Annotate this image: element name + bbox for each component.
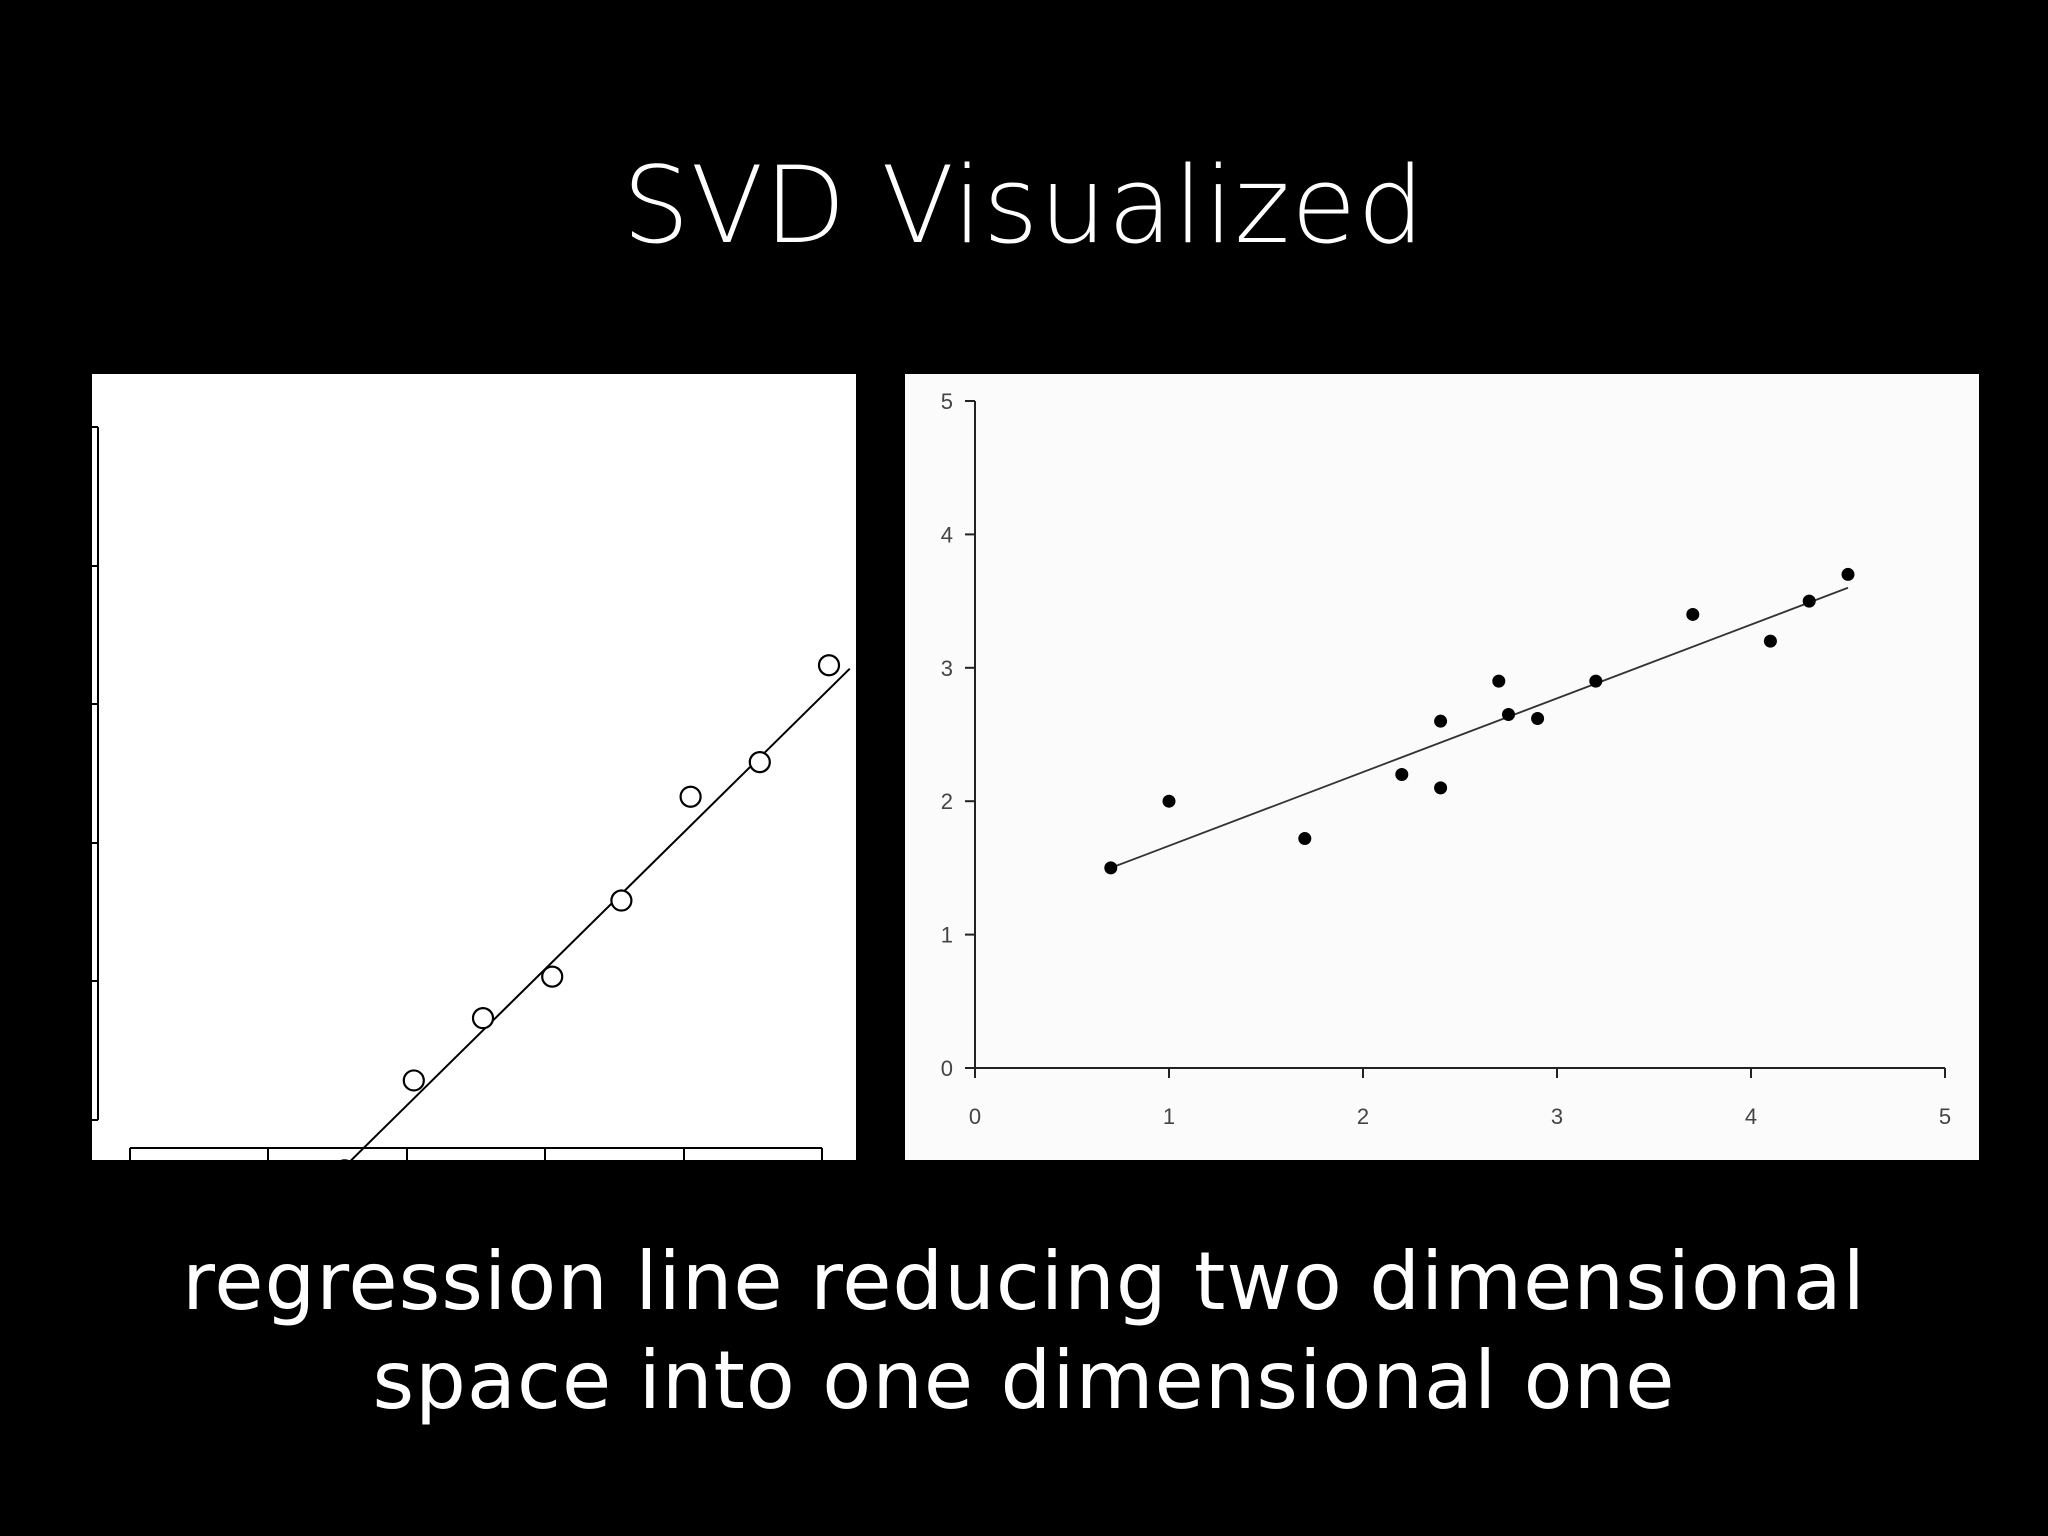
x-tick-label-3: 3 [1551, 1104, 1563, 1129]
y-tick-label-0: 0 [941, 1056, 953, 1081]
caption-line-2: space into one dimensional one [372, 1334, 1676, 1428]
data-point-11 [1763, 634, 1777, 648]
regression-chart-right-svg: 0 1 2 3 4 5 0 1 2 3 4 5 [941, 389, 1951, 1129]
data-point-5 [1434, 714, 1448, 728]
data-point-1 [1162, 794, 1176, 808]
y-tick-label-5: 5 [941, 389, 953, 414]
regression-line [350, 667, 851, 1160]
data-point-9 [1589, 674, 1603, 688]
regression-chart-left [92, 374, 856, 1160]
y-tick-label-1: 1 [941, 923, 953, 948]
regression-chart-right: 0 1 2 3 4 5 0 1 2 3 4 5 [905, 374, 1979, 1160]
x-tick-label-5: 5 [1939, 1104, 1951, 1129]
y-tick-label-3: 3 [941, 656, 953, 681]
regression-line [1110, 586, 1849, 869]
data-point-10 [1686, 607, 1700, 621]
data-point-5 [679, 785, 702, 808]
x-tick-label-0: 0 [969, 1104, 981, 1129]
data-point-1 [402, 1069, 425, 1092]
data-point-6 [1492, 674, 1506, 688]
caption-line-1: regression line reducing two dimensional [182, 1235, 1866, 1328]
y-tick-label-4: 4 [941, 522, 953, 547]
data-point-2 [471, 1007, 495, 1030]
slide-title: SVD Visualized [622, 144, 1426, 267]
data-point-8 [1531, 711, 1545, 725]
regression-chart-left-svg [92, 426, 851, 1160]
data-point-12 [1802, 594, 1816, 608]
x-tick-label-4: 4 [1745, 1104, 1757, 1129]
y-tick-label-2: 2 [941, 789, 953, 814]
data-point-0 [1104, 861, 1118, 875]
data-point-3 [1395, 768, 1409, 782]
slide-caption: regression line reducing two dimensional… [0, 1232, 2048, 1430]
data-point-4 [610, 889, 633, 912]
data-point-7 [1502, 707, 1515, 721]
data-point-7 [817, 654, 841, 677]
x-tick-label-2: 2 [1357, 1104, 1369, 1129]
data-point-6 [748, 751, 771, 774]
data-point-4 [1434, 781, 1448, 795]
data-point-13 [1841, 567, 1855, 581]
data-point-2 [1298, 832, 1312, 846]
x-tick-label-1: 1 [1163, 1104, 1175, 1129]
data-point-3 [541, 965, 564, 988]
